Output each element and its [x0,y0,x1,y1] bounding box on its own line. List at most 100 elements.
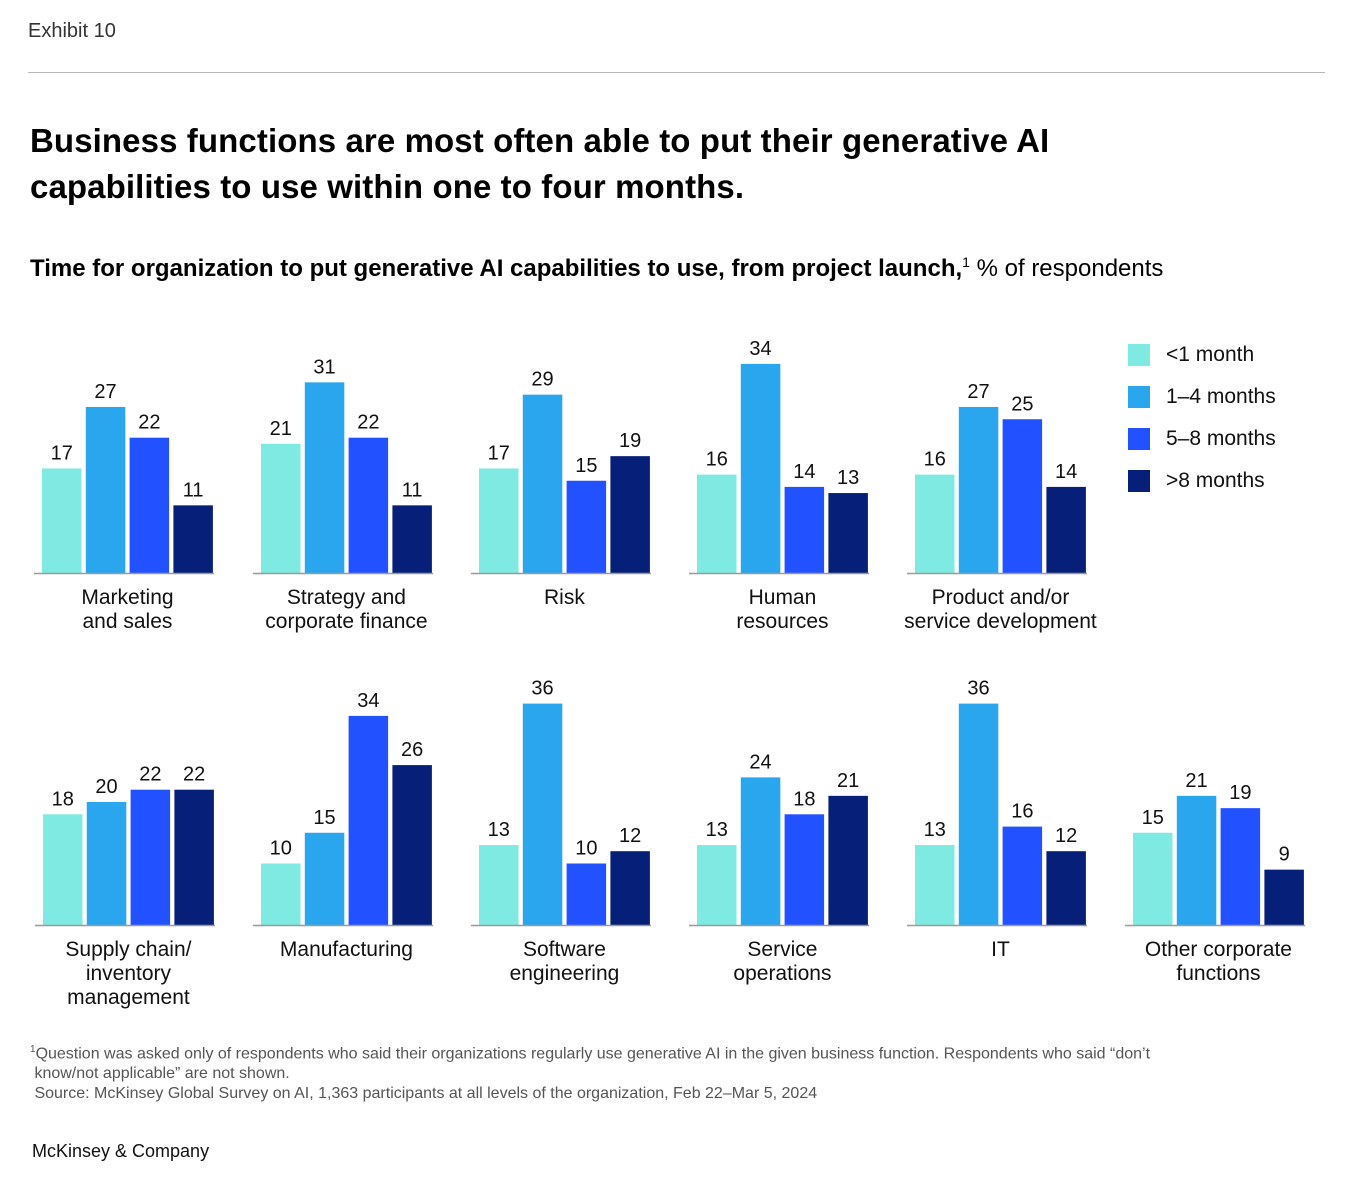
legend-item: >8 months [1128,460,1276,502]
bar [85,406,126,573]
category-label: Strategy and [287,586,406,609]
chart-panel: 13 36 16 12 IT [907,678,1087,961]
data-label: 36 [531,678,553,700]
bar [915,845,955,925]
legend-label: >8 months [1166,469,1265,492]
data-label: 18 [793,788,815,810]
category-label: service development [904,610,1097,633]
chart-panel: 17 29 15 19 Risk [471,369,651,609]
category-label: corporate finance [265,610,427,633]
bar [130,789,171,925]
category-label: Human [749,586,817,609]
data-label: 17 [51,442,73,464]
data-label: 14 [1055,461,1077,483]
data-label: 15 [1142,807,1164,829]
company-name: McKinsey & Company [32,1141,210,1161]
exhibit-label: Exhibit 10 [28,20,116,42]
subtitle-unit: % of respondents [969,255,1164,282]
bar [740,777,781,925]
data-label: 13 [488,819,510,841]
legend-label: 1–4 months [1166,385,1276,408]
bar [1264,869,1304,925]
data-label: 22 [183,764,205,786]
bar [42,468,82,573]
data-label: 15 [575,455,597,477]
bar [740,363,781,573]
category-label: Risk [544,586,585,609]
legend-label: 5–8 months [1166,427,1276,450]
data-label: 12 [1055,825,1077,847]
bar [174,789,214,925]
bar [566,863,607,925]
bar [261,863,301,925]
bar [828,493,868,573]
data-label: 25 [1011,393,1033,415]
data-label: 19 [619,430,641,452]
bar [915,474,955,573]
bar [566,480,607,573]
bar [173,505,213,573]
subtitle-main: Time for organization to put generative … [30,255,963,282]
data-label: 21 [270,418,292,440]
bar [1176,795,1217,925]
bar [522,703,563,925]
category-label: management [67,986,190,1009]
bar [828,795,868,925]
category-label: Product and/or [932,586,1070,609]
bar [348,437,389,573]
data-label: 22 [139,764,161,786]
data-label: 16 [1011,801,1033,823]
footnote: 1Question was asked only of respondents … [30,1040,1320,1104]
category-label: inventory [86,962,172,985]
bar [1046,486,1086,573]
bar [479,468,519,573]
bar [304,382,345,573]
bar [86,802,127,925]
data-label: 11 [402,479,423,501]
data-label: 19 [1229,782,1251,804]
bar [1002,826,1043,925]
data-label: 13 [924,819,946,841]
category-label: operations [733,962,831,985]
top-divider [28,72,1325,73]
legend-item: 5–8 months [1128,418,1276,460]
bar [610,456,650,573]
footnote-marker: 1 [30,1044,36,1055]
bar [610,851,650,925]
category-label: Marketing [81,586,173,609]
data-label: 16 [924,449,946,471]
data-label: 22 [138,412,160,434]
bar [348,715,389,925]
data-label: 13 [706,819,728,841]
data-label: 9 [1279,844,1290,866]
bar [1133,832,1173,925]
bar [261,443,301,573]
bar [697,845,737,925]
bar [958,703,999,925]
data-label: 22 [357,412,379,434]
data-label: 21 [1185,770,1207,792]
bar [43,814,83,925]
data-label: 29 [531,369,553,391]
subtitle-footnote-marker: 1 [962,254,970,270]
category-label: and sales [82,610,172,633]
data-label: 14 [793,461,815,483]
legend-swatch [1128,428,1150,450]
category-label: resources [736,610,828,633]
data-label: 10 [270,838,292,860]
data-label: 27 [94,381,116,403]
category-label: engineering [510,962,620,985]
data-label: 16 [706,449,728,471]
data-label: 27 [967,381,989,403]
footnote-note: 1Question was asked only of respondents … [30,1040,1320,1064]
footnote-line-2: know/not applicable” are not shown. [30,1065,290,1083]
data-label: 18 [52,788,74,810]
chart-subtitle: Time for organization to put generative … [30,254,1163,283]
